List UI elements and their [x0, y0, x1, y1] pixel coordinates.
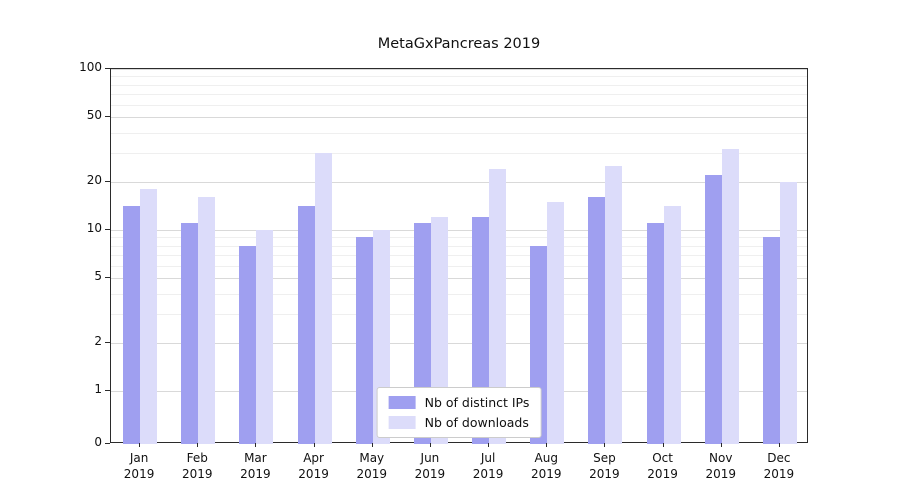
- bar-downloads: [547, 201, 565, 444]
- bar-distinct-ips: [297, 206, 315, 444]
- bar-downloads: [663, 206, 681, 444]
- y-tick-mark: [105, 390, 110, 391]
- y-tick-label: 10: [86, 221, 102, 235]
- bar-distinct-ips: [588, 197, 606, 444]
- y-tick-label: 2: [94, 333, 102, 348]
- bar-downloads: [721, 148, 739, 444]
- gridline-major: [111, 69, 807, 70]
- y-tick-mark: [105, 229, 110, 230]
- bar-downloads: [605, 165, 623, 444]
- y-tick-label: 1: [94, 382, 102, 396]
- bar-downloads: [779, 181, 797, 444]
- bar-distinct-ips: [123, 206, 141, 444]
- gridline-minor: [111, 265, 807, 267]
- bar-distinct-ips: [181, 223, 199, 444]
- x-tick-label: Jul 2019: [472, 451, 504, 482]
- x-tick-mark: [429, 443, 431, 447]
- x-tick-mark: [313, 443, 315, 447]
- y-tick-mark: [105, 116, 110, 118]
- y-tick-mark: [105, 180, 110, 182]
- y-tick-mark: [105, 68, 110, 69]
- gridline-major: [111, 181, 807, 183]
- y-tick-label: 100: [79, 60, 102, 74]
- y-tick-mark: [105, 277, 110, 279]
- x-tick-label: Oct 2019: [647, 451, 678, 482]
- x-tick-mark: [139, 443, 141, 447]
- legend-item-distinct-ips: Nb of distinct IPs: [388, 395, 530, 410]
- legend: Nb of distinct IPs Nb of downloads: [376, 387, 542, 438]
- x-tick-label: Dec 2019: [763, 451, 795, 482]
- x-tick-label: Aug 2019: [530, 451, 562, 482]
- x-tick-mark: [720, 443, 722, 447]
- legend-label-downloads: Nb of downloads: [424, 415, 529, 430]
- x-tick-mark: [255, 443, 257, 447]
- x-tick-label: Sep 2019: [589, 451, 620, 482]
- gridline-major: [111, 230, 807, 231]
- gridline-minor: [111, 237, 807, 239]
- x-tick-label: May 2019: [356, 451, 388, 482]
- bar-distinct-ips: [355, 237, 373, 444]
- x-tick-mark: [371, 443, 373, 447]
- gridline-minor: [111, 245, 807, 247]
- gridline-minor: [111, 76, 807, 78]
- gridline-major: [111, 342, 807, 344]
- gridline-minor: [111, 254, 807, 256]
- gridline-minor: [111, 104, 807, 106]
- gridline-minor: [111, 294, 807, 296]
- gridline-minor: [111, 93, 807, 95]
- x-tick-mark: [488, 443, 490, 447]
- y-tick-mark: [105, 341, 110, 343]
- gridline-minor: [111, 84, 807, 86]
- y-tick-label: 5: [94, 269, 102, 284]
- x-tick-label: Apr 2019: [298, 451, 329, 482]
- y-tick-label: 20: [86, 172, 102, 187]
- x-tick-label: Nov 2019: [705, 451, 737, 482]
- bar-distinct-ips: [762, 237, 780, 444]
- x-tick-mark: [604, 443, 606, 447]
- x-tick-label: Jun 2019: [414, 451, 446, 482]
- bar-downloads: [256, 230, 274, 444]
- bar-downloads: [140, 188, 158, 444]
- legend-label-distinct-ips: Nb of distinct IPs: [424, 395, 530, 410]
- x-tick-label: Jan 2019: [123, 451, 155, 482]
- bar-distinct-ips: [646, 223, 664, 444]
- x-tick-mark: [546, 443, 548, 447]
- legend-item-downloads: Nb of downloads: [388, 415, 530, 430]
- chart-title: MetaGxPancreas 2019: [377, 36, 541, 52]
- bar-distinct-ips: [704, 174, 722, 444]
- gridline-minor: [111, 153, 807, 155]
- bar-downloads: [489, 168, 507, 444]
- x-tick-label: Feb 2019: [181, 451, 213, 482]
- gridline-minor: [111, 314, 807, 316]
- bar-downloads: [198, 197, 216, 444]
- gridline-minor: [111, 133, 807, 135]
- x-tick-mark: [662, 443, 664, 447]
- y-tick-label: 0: [94, 435, 102, 449]
- y-tick-label: 50: [86, 108, 102, 123]
- legend-swatch-downloads: [388, 416, 416, 429]
- gridline-major: [111, 117, 807, 119]
- gridline-major: [111, 278, 807, 280]
- bar-downloads: [314, 153, 332, 444]
- x-tick-mark: [197, 443, 199, 447]
- y-tick-mark: [105, 443, 110, 444]
- x-tick-mark: [778, 443, 780, 447]
- bar-distinct-ips: [239, 245, 257, 444]
- legend-swatch-distinct-ips: [388, 396, 416, 409]
- x-tick-label: Mar 2019: [240, 451, 271, 482]
